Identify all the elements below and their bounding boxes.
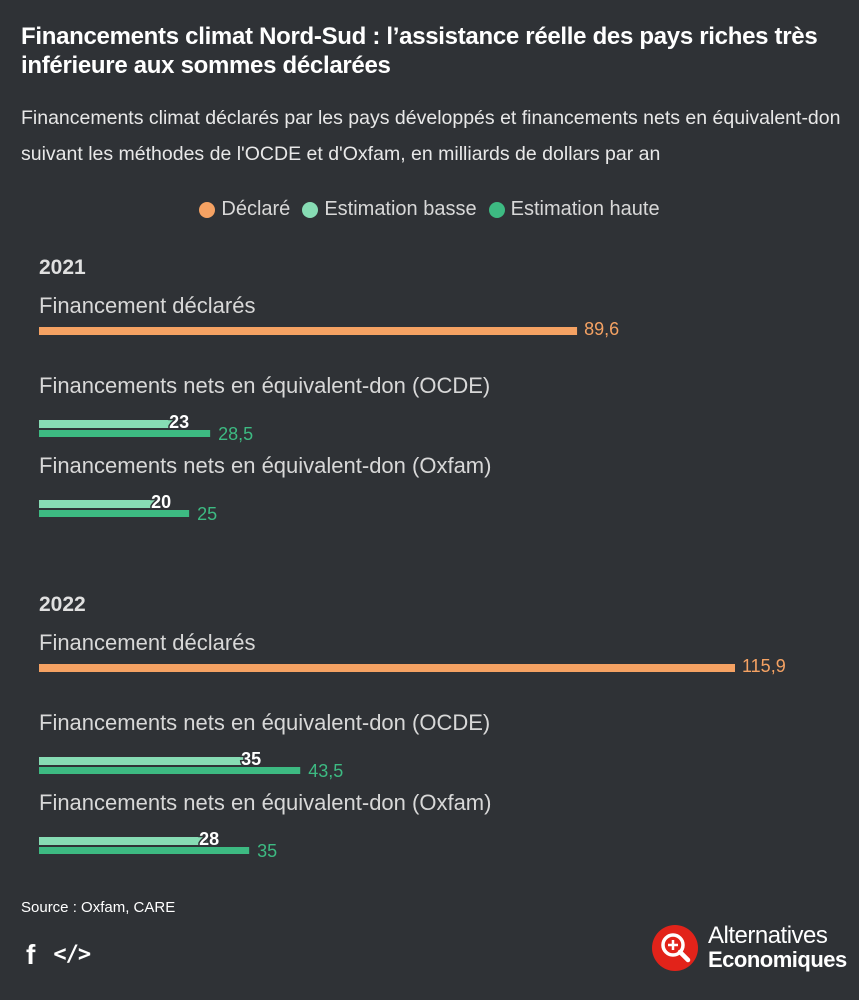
- legend-dot-low: [302, 201, 319, 218]
- logo-line-2: Economiques: [708, 947, 847, 972]
- value-label-high: 25: [197, 504, 217, 524]
- value-label-low: 35: [241, 749, 261, 769]
- value-label-declared: 115,9: [742, 656, 786, 676]
- bar-high: [39, 430, 211, 437]
- legend-dot-high: [488, 201, 505, 218]
- year-label-2021: 2021: [39, 256, 86, 279]
- bar-high: [39, 510, 190, 517]
- share-bar: f </>: [26, 939, 91, 970]
- row-label: Financements nets en équivalent-don (OCD…: [39, 373, 490, 398]
- value-label-low: 28: [199, 829, 219, 849]
- embed-code-icon[interactable]: </>: [53, 942, 91, 967]
- bar-declared: [39, 327, 578, 335]
- value-label-high: 43,5: [308, 761, 343, 781]
- logo-line-1: Alternatives: [708, 922, 828, 949]
- value-label-high: 28,5: [218, 424, 253, 444]
- row-label: Financements nets en équivalent-don (Oxf…: [39, 790, 491, 815]
- source-note: Source : Oxfam, CARE: [21, 899, 176, 916]
- bar-low: [39, 420, 178, 428]
- bar-high: [39, 767, 301, 774]
- year-label-2022: 2022: [39, 593, 86, 616]
- legend: Déclaré Estimation basse Estimation haut…: [0, 198, 859, 221]
- value-label-high: 35: [257, 841, 277, 861]
- bar-low: [39, 837, 208, 845]
- row-label: Financement déclarés: [39, 630, 255, 655]
- legend-label-low: Estimation basse: [324, 198, 477, 220]
- chart-title: Financements climat Nord-Sud : l’assista…: [21, 23, 818, 79]
- bar-low: [39, 757, 250, 765]
- value-label-low: 23: [169, 412, 189, 432]
- magnifier-logo-icon: [652, 925, 698, 971]
- legend-item-high[interactable]: Estimation haute: [488, 198, 660, 221]
- chart-subtitle: Financements climat déclarés par les pay…: [21, 107, 841, 165]
- facebook-icon[interactable]: f: [26, 939, 36, 970]
- value-label-declared: 89,6: [584, 319, 619, 339]
- bar-chart: 2021 Financement déclarés 89,6 Financements…: [39, 256, 786, 861]
- row-label: Financements nets en équivalent-don (OCD…: [39, 710, 490, 735]
- row-label: Financement déclarés: [39, 293, 255, 318]
- value-label-low: 20: [151, 492, 171, 512]
- bar-low: [39, 500, 160, 508]
- bar-declared: [39, 664, 735, 672]
- legend-dot-declared: [199, 201, 216, 218]
- publisher-logo[interactable]: Alternatives Economiques: [652, 924, 847, 972]
- row-label: Financements nets en équivalent-don (Oxf…: [39, 453, 491, 478]
- legend-item-low[interactable]: Estimation basse: [302, 198, 477, 221]
- bar-high: [39, 847, 250, 854]
- legend-item-declared[interactable]: Déclaré: [199, 198, 290, 221]
- legend-label-high: Estimation haute: [510, 198, 660, 220]
- legend-label-declared: Déclaré: [221, 198, 291, 220]
